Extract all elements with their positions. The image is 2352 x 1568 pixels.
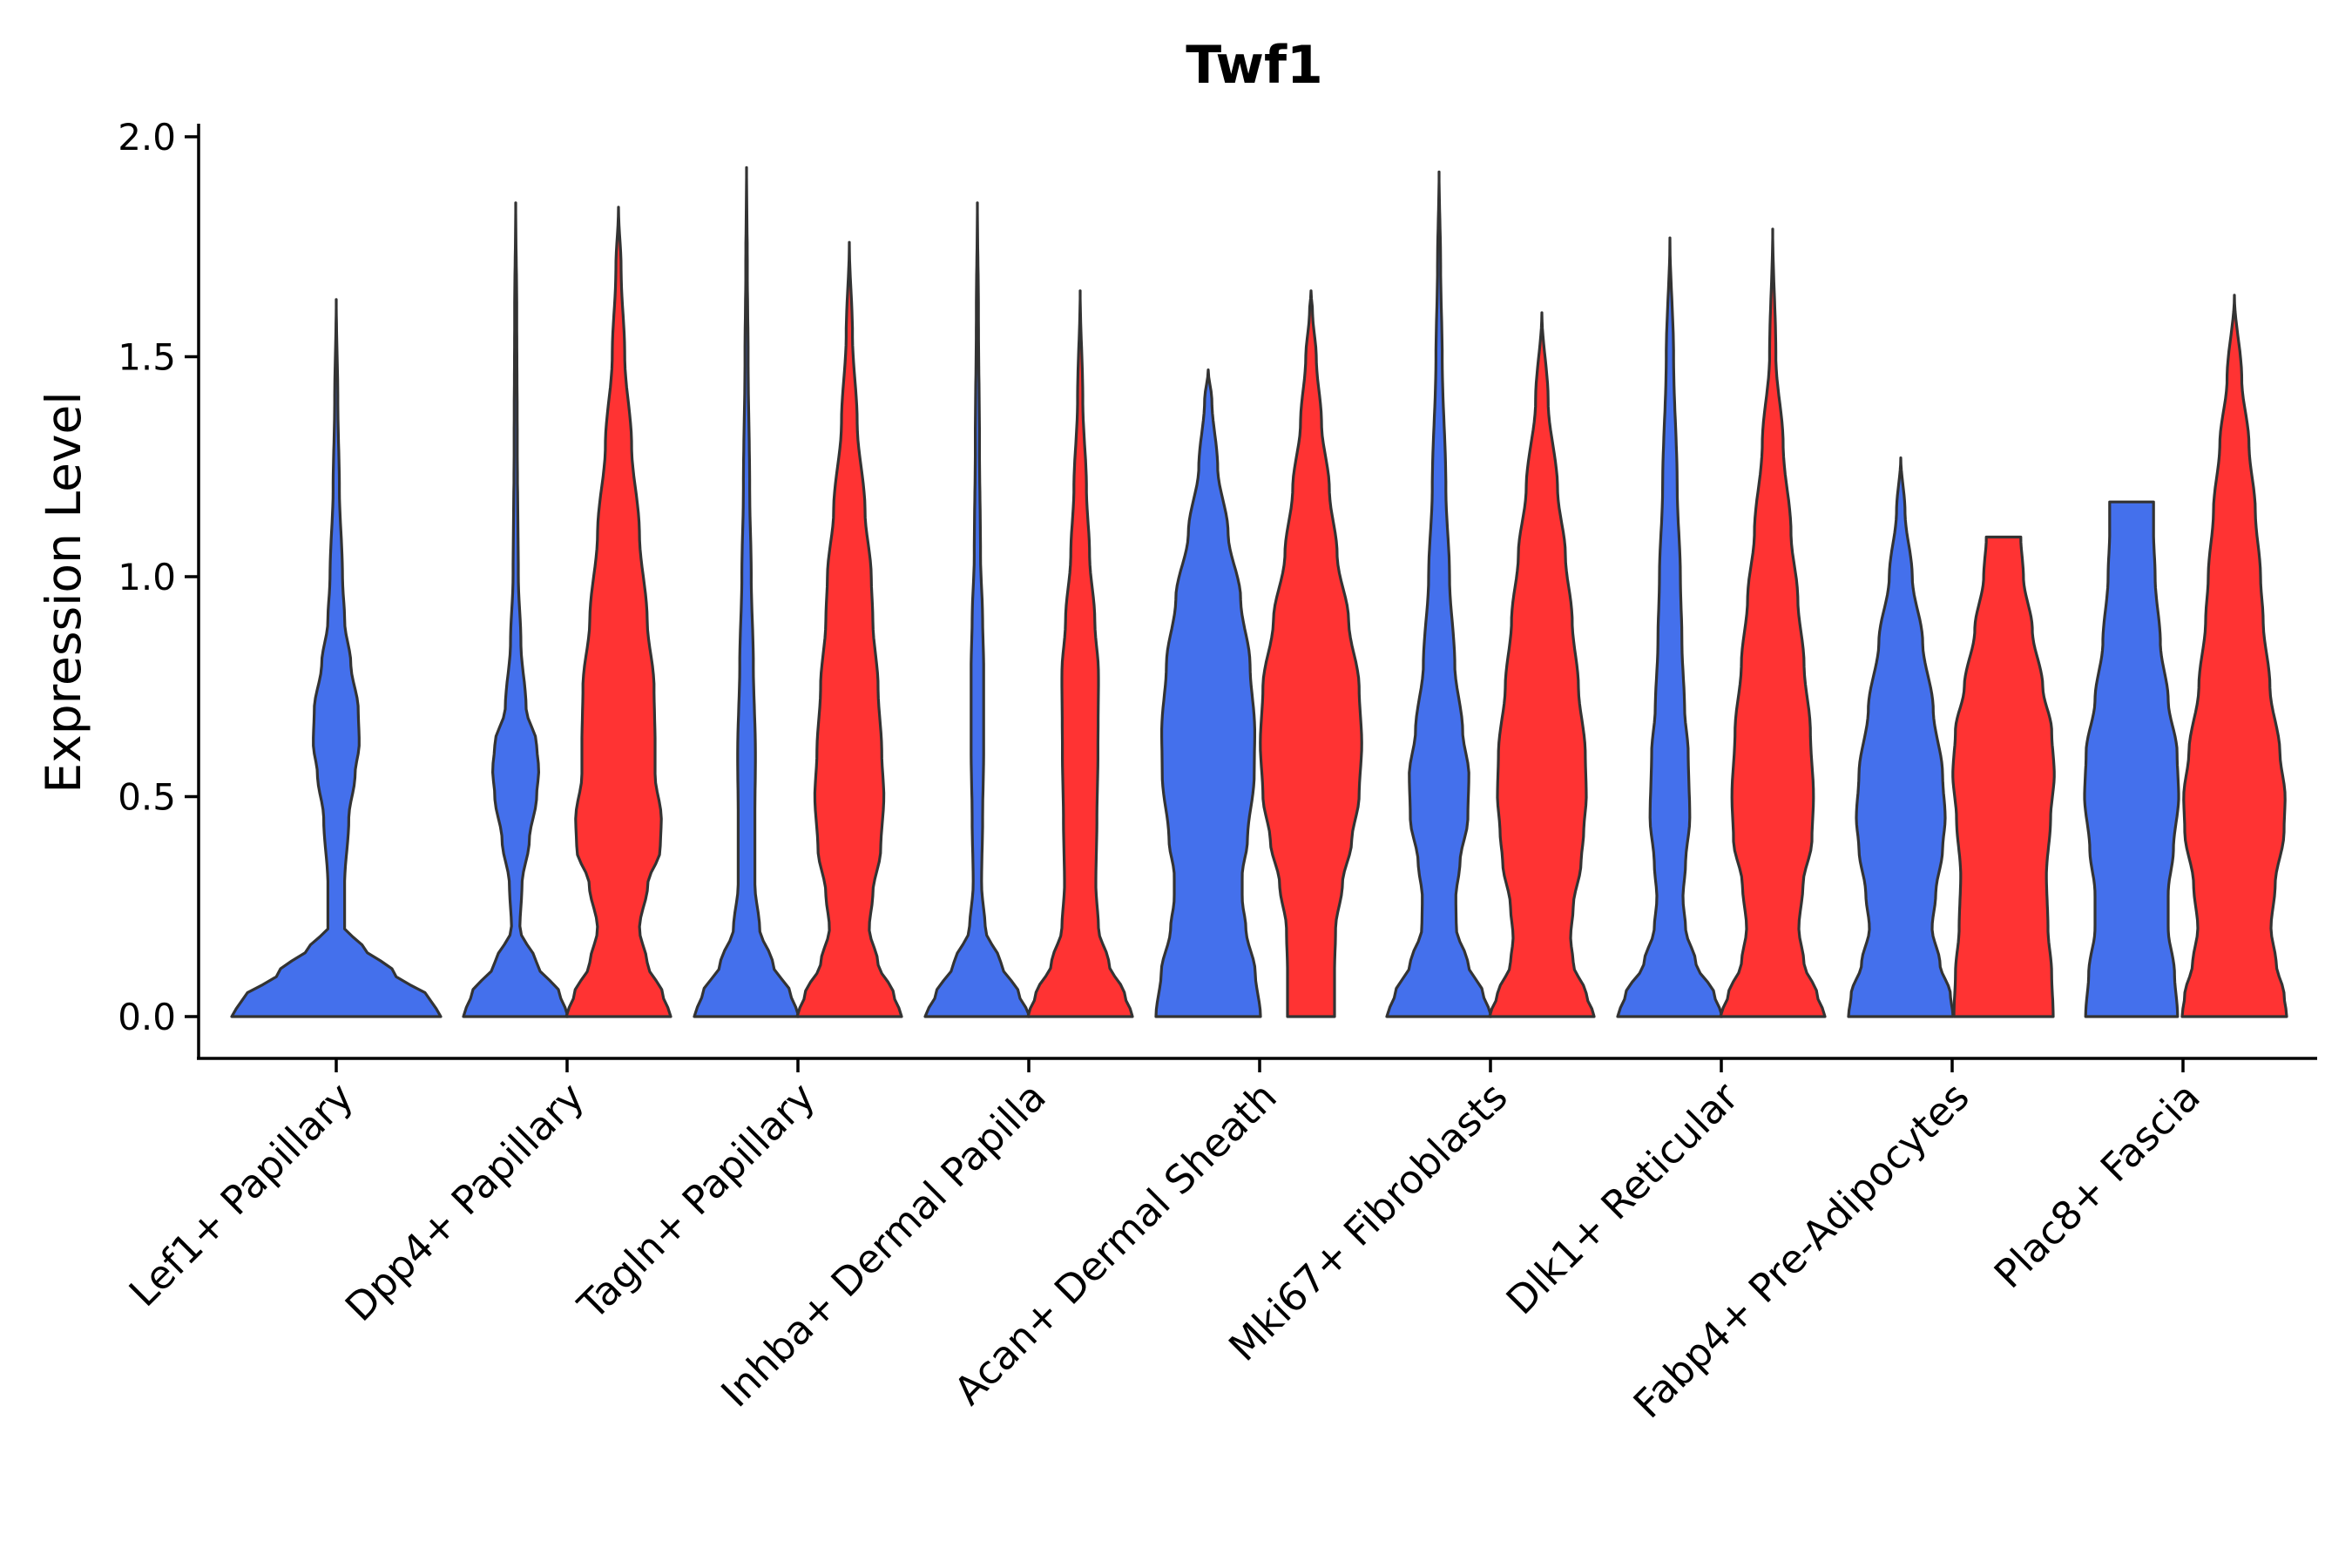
violin-group1 (462, 201, 570, 1018)
y-tick-label: 0.0 (118, 996, 176, 1038)
violin-group1 (1154, 368, 1262, 1018)
violin-group1 (923, 201, 1031, 1018)
violin-layer (230, 166, 2288, 1018)
violin-group2 (1259, 289, 1363, 1018)
violin-group2 (1026, 289, 1134, 1018)
y-tick-label: 2.0 (118, 116, 176, 159)
violin-group2 (1951, 535, 2056, 1018)
x-tick-label: Dlk1+ Reticular (1497, 1073, 1747, 1323)
violin-group1 (1385, 170, 1493, 1018)
y-tick-label: 1.0 (118, 556, 176, 598)
violin-group2 (2180, 294, 2288, 1018)
x-tick-label: Tagln+ Papillary (569, 1073, 824, 1328)
y-axis-label: Expression Level (36, 391, 91, 793)
violin-group2 (795, 240, 903, 1018)
x-tick-label: Dpp4+ Papillary (336, 1073, 593, 1330)
x-tick-label: Lef1+ Papillary (120, 1073, 362, 1315)
y-tick-label: 0.5 (118, 776, 176, 819)
violin-group2 (1488, 311, 1596, 1018)
violin-group1 (693, 166, 801, 1018)
violin-group2 (564, 206, 672, 1018)
chart-title: Twf1 (1186, 35, 1323, 96)
y-tick-label: 1.5 (118, 336, 176, 379)
violin-group2 (1719, 227, 1827, 1018)
violin-group1 (1847, 456, 1955, 1018)
violin-group1 (1616, 236, 1724, 1018)
x-tick-label: Plac8+ Fascia (1985, 1073, 2209, 1297)
y-ticks: 0.0 0.5 1.0 1.5 2.0 (118, 116, 199, 1038)
violin-group1 (2083, 500, 2180, 1018)
violin-group1 (230, 298, 443, 1018)
